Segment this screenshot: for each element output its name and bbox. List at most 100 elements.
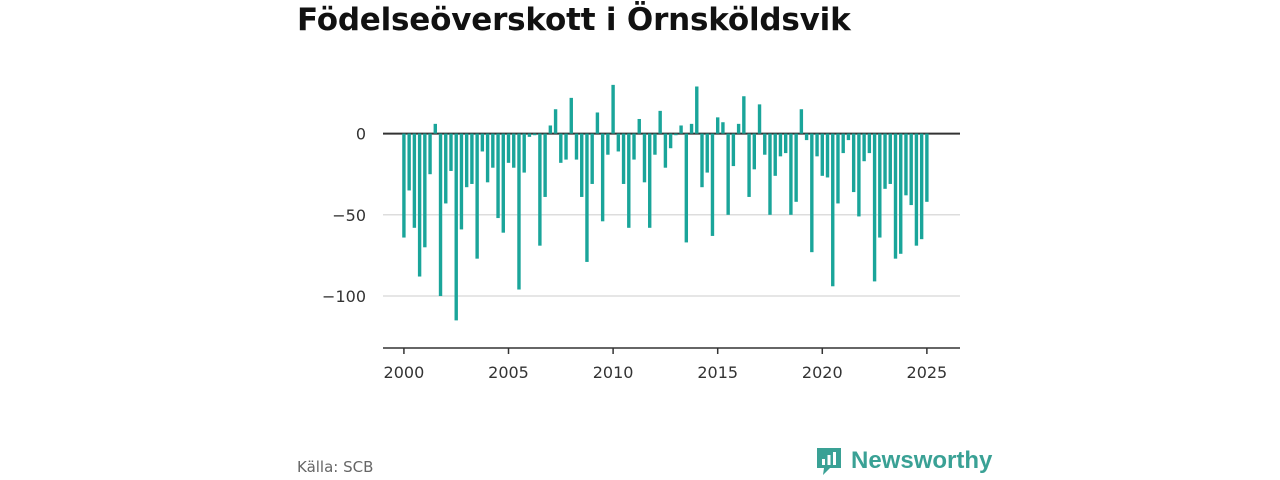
bar [825, 133, 830, 178]
bar [695, 86, 699, 134]
bar [700, 133, 704, 188]
bar [878, 133, 882, 238]
bar [627, 133, 631, 228]
bar [454, 133, 458, 321]
chart-title: Födelseöverskott i Örnsköldsvik [297, 2, 851, 38]
bar [752, 133, 757, 170]
bar [689, 123, 694, 134]
bar [611, 84, 615, 134]
bar [417, 133, 422, 277]
bar [616, 133, 621, 152]
bar [909, 133, 913, 206]
bar [747, 133, 751, 197]
bar [914, 133, 919, 246]
bar [783, 133, 788, 154]
x-tick-label: 2010 [593, 363, 634, 382]
bar [470, 133, 474, 184]
bar [621, 133, 626, 184]
bar [532, 133, 537, 136]
bar [522, 133, 526, 173]
bar [658, 110, 662, 134]
x-tick-label: 2005 [488, 363, 529, 382]
bar [653, 133, 657, 155]
bar [810, 133, 814, 253]
bar [449, 133, 453, 171]
bar [569, 97, 573, 134]
bar [820, 133, 824, 176]
bar [799, 109, 804, 134]
bar [548, 125, 553, 134]
bar [888, 133, 892, 184]
bar [867, 133, 872, 154]
bar [496, 133, 500, 219]
bar [428, 133, 432, 175]
bar [527, 133, 532, 137]
bar [637, 118, 641, 134]
bar [464, 133, 469, 188]
bar [742, 96, 746, 134]
bar [705, 133, 709, 173]
bar [580, 133, 584, 197]
x-tick-label: 2025 [907, 363, 948, 382]
y-tick-label: −50 [332, 206, 366, 225]
bar [595, 112, 600, 134]
bar [663, 133, 668, 168]
bar [763, 133, 767, 155]
bar [632, 133, 636, 160]
bar [559, 133, 563, 163]
bar [851, 133, 856, 193]
bar [893, 133, 898, 259]
x-tick-label: 2015 [697, 363, 738, 382]
bar [715, 117, 720, 134]
newsworthy-icon [817, 448, 841, 475]
y-tick-label: 0 [356, 125, 366, 144]
bar [574, 133, 579, 160]
bar [407, 133, 411, 191]
bar [480, 133, 485, 152]
bar [919, 133, 924, 240]
bar [501, 133, 505, 233]
bar [674, 133, 678, 136]
bar [721, 122, 725, 134]
bar [606, 133, 610, 155]
bar-series [402, 84, 929, 321]
bar [710, 133, 715, 236]
bar [841, 133, 845, 154]
bar [731, 133, 736, 167]
bar [815, 133, 819, 157]
bar [485, 133, 490, 183]
bar [543, 133, 547, 197]
bar [564, 133, 568, 160]
bar [831, 133, 835, 287]
bar [789, 133, 793, 215]
bar [600, 133, 605, 222]
bar [846, 133, 851, 141]
bar [444, 133, 448, 204]
bar [768, 133, 772, 215]
bar [475, 133, 479, 259]
bar [553, 109, 558, 134]
bar [459, 133, 464, 230]
bar [794, 133, 798, 202]
bar [773, 133, 777, 176]
bar [726, 133, 730, 215]
bar [757, 104, 762, 134]
bar [412, 133, 417, 228]
bar [642, 133, 647, 183]
bar [684, 133, 689, 243]
bar [883, 133, 887, 189]
bar [778, 133, 783, 157]
x-axis: 2000 2005 2010 2015 2020 2025 [383, 347, 960, 382]
bar [679, 125, 683, 134]
source-label: Källa: SCB [297, 458, 374, 476]
bar [402, 133, 406, 238]
bar [423, 133, 427, 248]
y-tick-label: −100 [322, 287, 366, 306]
bar [736, 123, 741, 134]
bar [491, 133, 495, 168]
brand-name: Newsworthy [851, 447, 993, 474]
bar [925, 133, 929, 202]
bar [438, 133, 443, 297]
bar [857, 133, 861, 217]
